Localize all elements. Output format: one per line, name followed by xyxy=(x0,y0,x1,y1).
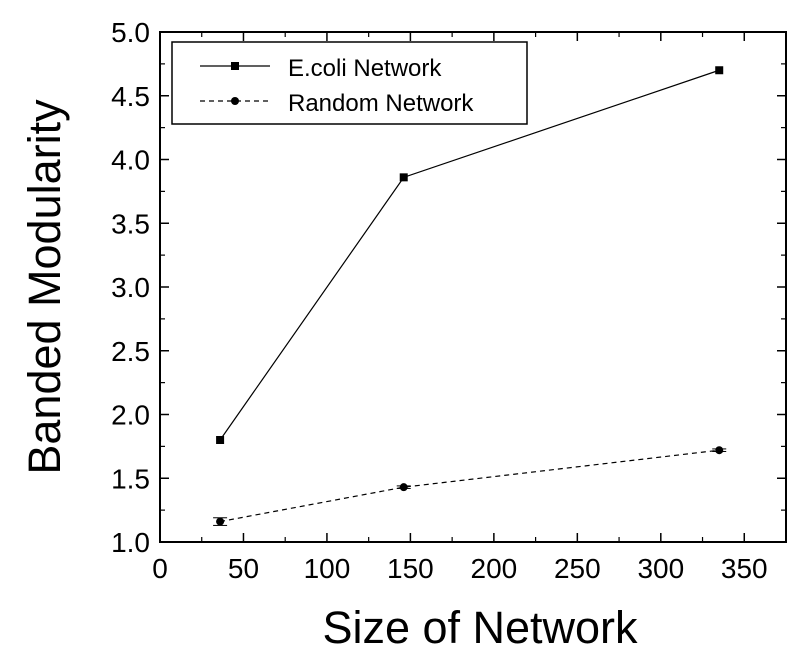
y-tick-label: 2.0 xyxy=(111,400,150,431)
x-tick-label: 150 xyxy=(387,553,434,584)
x-axis-title: Size of Network xyxy=(322,602,638,649)
y-tick-label: 2.5 xyxy=(111,336,150,367)
x-tick-label: 0 xyxy=(152,553,168,584)
x-tick-label: 250 xyxy=(554,553,601,584)
legend-marker-circle xyxy=(231,97,239,105)
y-tick-label: 3.5 xyxy=(111,208,150,239)
y-tick-label: 3.0 xyxy=(111,272,150,303)
data-point-square xyxy=(715,66,724,75)
y-tick-label: 1.0 xyxy=(111,527,150,558)
x-tick-label: 300 xyxy=(637,553,684,584)
x-tick-label: 200 xyxy=(471,553,518,584)
y-tick-label: 1.5 xyxy=(111,463,150,494)
y-tick-label: 4.0 xyxy=(111,145,150,176)
series-layer xyxy=(213,66,727,526)
data-point-circle xyxy=(399,483,408,492)
legend-marker-square xyxy=(231,62,239,70)
series-line-1 xyxy=(219,449,720,523)
legend: E.coli Network Random Network xyxy=(171,41,528,125)
legend-label-random: Random Network xyxy=(288,90,474,117)
x-tick-label: 100 xyxy=(304,553,351,584)
y-axis-title: Banded Modularity xyxy=(19,99,70,475)
x-axis-ticks: 0 50 100 150 200 250 300 350 xyxy=(152,32,768,584)
legend-samples xyxy=(200,62,270,105)
y-tick-label: 4.5 xyxy=(111,81,150,112)
data-point-square xyxy=(399,173,408,182)
y-axis-ticks: 1.0 1.5 2.0 2.5 3.0 3.5 4.0 4.5 5.0 xyxy=(111,17,786,558)
x-tick-label: 350 xyxy=(721,553,768,584)
data-point-circle xyxy=(715,446,724,455)
series-line-0 xyxy=(219,69,720,441)
y-tick-label: 5.0 xyxy=(111,17,150,48)
legend-label-ecoli: E.coli Network xyxy=(288,55,442,82)
x-tick-label: 50 xyxy=(228,553,259,584)
legend-box xyxy=(171,41,528,125)
data-point-square xyxy=(216,436,225,444)
data-point-circle xyxy=(216,517,225,526)
